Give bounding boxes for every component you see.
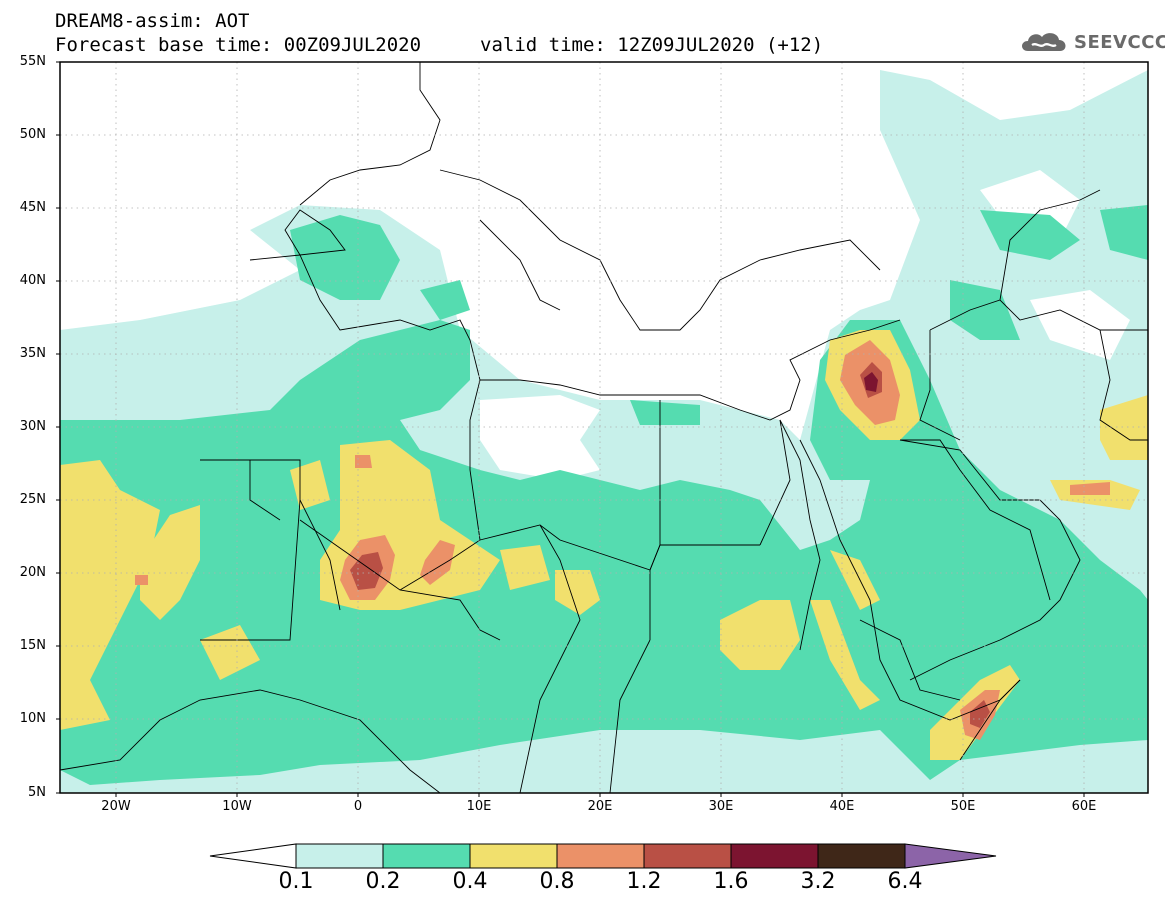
- seevccc-logo: SEEVCCC: [1018, 28, 1165, 56]
- graticule: [60, 62, 1148, 793]
- colorbar-label: 0.8: [539, 869, 575, 894]
- colorbar-label: 1.2: [626, 869, 662, 894]
- map-title: DREAM8-assim: AOT: [55, 10, 250, 32]
- valid-time: valid time: 12Z09JUL2020 (+12): [480, 34, 824, 56]
- lon-label: 10E: [466, 799, 492, 814]
- lon-label: 20W: [101, 799, 131, 814]
- lat-label: 10N: [19, 711, 46, 726]
- cloud-logo-icon: [1022, 33, 1066, 51]
- forecast-base-time: Forecast base time: 00Z09JUL2020: [55, 34, 422, 56]
- lon-label: 30E: [708, 799, 734, 814]
- lat-label: 30N: [19, 419, 46, 434]
- lat-label: 35N: [19, 346, 46, 361]
- lon-label: 20E: [587, 799, 613, 814]
- colorbar-label: 1.6: [713, 869, 749, 894]
- aot-level-1.6: [864, 372, 878, 392]
- lat-label: 50N: [19, 127, 46, 142]
- colorbar-label: 3.2: [800, 869, 836, 894]
- colorbar-label: 0.2: [365, 869, 401, 894]
- lon-label: 40E: [829, 799, 855, 814]
- lat-label: 20N: [19, 565, 46, 580]
- lat-label: 25N: [19, 492, 46, 507]
- lat-label: 5N: [28, 785, 46, 800]
- lat-label: 15N: [19, 638, 46, 653]
- lon-label: 0: [353, 799, 363, 814]
- lon-label: 60E: [1071, 799, 1097, 814]
- lat-label: 55N: [19, 54, 46, 69]
- colorbar-label: 0.4: [452, 869, 488, 894]
- lon-label: 10W: [222, 799, 252, 814]
- colorbar-label: 0.1: [278, 869, 314, 894]
- axis-ticks: [56, 61, 1085, 797]
- colorbar-label: 6.4: [887, 869, 923, 894]
- lat-label: 45N: [19, 200, 46, 215]
- lat-label: 40N: [19, 273, 46, 288]
- country-borders: [60, 62, 1148, 793]
- lon-label: 50E: [950, 799, 976, 814]
- logo-text: SEEVCCC: [1074, 31, 1165, 53]
